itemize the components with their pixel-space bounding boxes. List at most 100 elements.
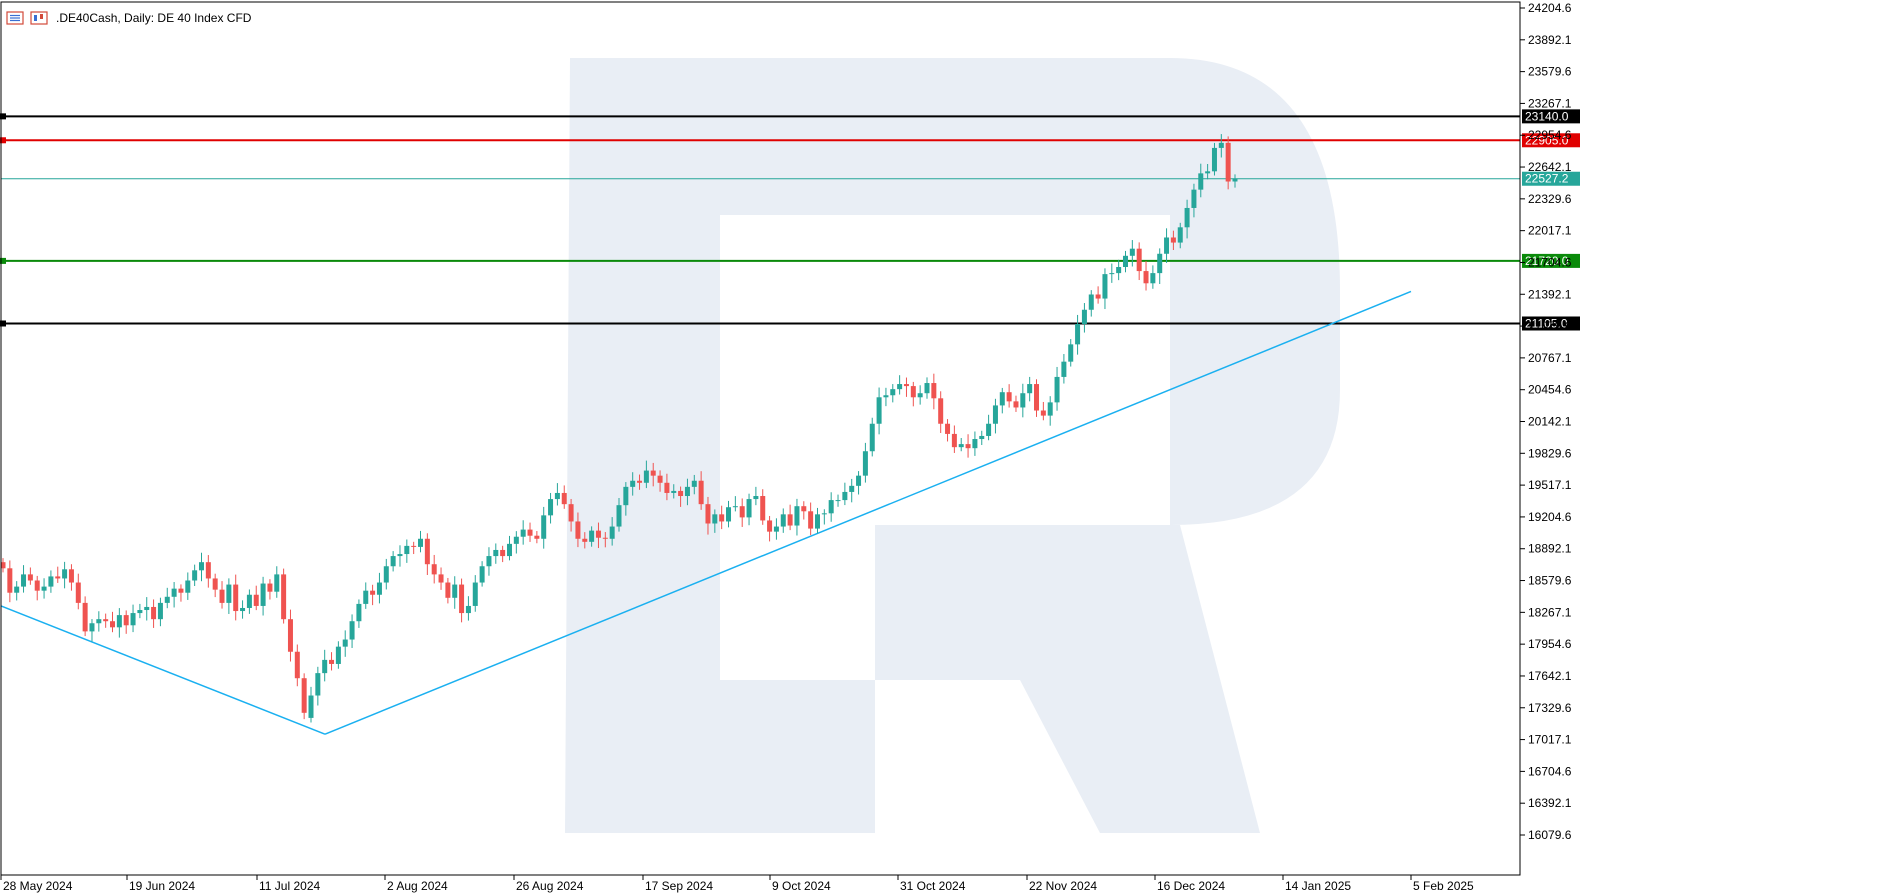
candle-body [1157, 253, 1163, 274]
candle-body [746, 499, 752, 518]
candle-body [144, 606, 150, 611]
candle-body [1198, 173, 1204, 190]
y-tick-label: 17642.1 [1528, 669, 1572, 683]
candle-body [157, 602, 163, 620]
candle-body [712, 514, 718, 524]
candle-body [623, 486, 629, 506]
y-tick-label: 24204.6 [1528, 1, 1572, 15]
symbol-name: .DE40Cash [56, 11, 118, 25]
y-tick-label: 20454.6 [1528, 383, 1572, 397]
candle-body [890, 389, 896, 396]
candle-body [897, 384, 903, 390]
y-tick-label: 22017.1 [1528, 224, 1572, 238]
candle-body [438, 574, 444, 583]
x-tick-label: 2 Aug 2024 [387, 879, 448, 893]
candle-body [349, 621, 355, 640]
candle-body [123, 615, 129, 626]
candle-body [637, 480, 643, 483]
candle-body [684, 486, 690, 497]
candle-body [506, 543, 512, 557]
candle-body [315, 673, 321, 696]
candle-body [1068, 344, 1074, 362]
level-price-label: 21720.0 [1525, 254, 1569, 268]
candle-body [205, 562, 211, 579]
candle-body [55, 576, 61, 579]
candle-body [253, 594, 259, 606]
candle-body [459, 584, 465, 614]
candle-body [151, 606, 157, 620]
candle-body [589, 530, 595, 542]
candle-body [1143, 271, 1149, 284]
candle-body [958, 444, 964, 448]
y-tick-label: 16704.6 [1528, 764, 1572, 778]
candle-body [267, 583, 273, 592]
y-tick-label: 19829.6 [1528, 446, 1572, 460]
candle-body [301, 678, 307, 713]
candle-body [240, 607, 246, 612]
candle-body [575, 521, 581, 539]
candle-body [1095, 294, 1101, 299]
y-tick-label: 23267.1 [1528, 96, 1572, 110]
candle-body [760, 496, 766, 521]
candle-body [979, 435, 985, 440]
candle-body [178, 588, 184, 593]
candle-body [164, 596, 170, 603]
level-handle [0, 113, 6, 120]
y-tick-label: 22642.1 [1528, 160, 1572, 174]
y-tick-label: 18579.6 [1528, 574, 1572, 588]
candle-body [548, 499, 554, 516]
candle-body [48, 576, 54, 587]
candle-body [1047, 402, 1053, 416]
candle-body [664, 482, 670, 493]
y-tick-label: 19204.6 [1528, 510, 1572, 524]
y-tick-label: 17329.6 [1528, 701, 1572, 715]
trendline-segment-left [0, 605, 326, 735]
candle-body [322, 659, 328, 674]
candle-body [856, 475, 862, 486]
candle-body [554, 492, 560, 500]
candle-body [876, 397, 882, 424]
y-tick-label: 23892.1 [1528, 33, 1572, 47]
candle-body [938, 398, 944, 424]
candle-body [383, 566, 389, 583]
level-price-tag [1522, 109, 1580, 124]
candle-body [520, 529, 526, 537]
timeframe-label: Daily: [124, 11, 155, 25]
candle-body [1054, 376, 1060, 403]
y-tick-label: 20142.1 [1528, 415, 1572, 429]
candle-body [1102, 274, 1108, 299]
candle-body [281, 574, 287, 620]
candle-body [527, 529, 533, 536]
candle-body [1088, 294, 1094, 310]
instrument-description: DE 40 Index CFD [157, 11, 252, 25]
candle-body [595, 530, 601, 538]
candle-body [219, 589, 225, 603]
candle-body [1177, 227, 1183, 243]
candle-body [89, 623, 95, 632]
candle-body [1081, 309, 1087, 325]
candle-body [185, 580, 191, 593]
x-tick-label: 26 Aug 2024 [516, 879, 584, 893]
candles-icon[interactable] [30, 11, 48, 25]
candle-body [561, 492, 567, 505]
y-tick-label: 22329.6 [1528, 192, 1572, 206]
x-tick-label: 5 Feb 2025 [1413, 879, 1474, 893]
level-price-tag [1522, 133, 1580, 148]
y-tick-label: 18267.1 [1528, 605, 1572, 619]
candle-body [773, 526, 779, 532]
x-tick-label: 17 Sep 2024 [645, 879, 713, 893]
chart-bars-icon[interactable] [6, 11, 24, 25]
trendline-layer [0, 290, 1412, 735]
candle-body [233, 584, 239, 612]
candle-body [1006, 392, 1012, 402]
candle-body [568, 504, 574, 522]
candle-body [486, 556, 492, 567]
candle-body [445, 582, 451, 598]
candle-body [541, 515, 547, 539]
candle-body [616, 505, 622, 527]
candle-body [335, 646, 341, 664]
y-tick-label: 16079.6 [1528, 828, 1572, 842]
candle-body [965, 444, 971, 449]
candle-body [376, 582, 382, 595]
